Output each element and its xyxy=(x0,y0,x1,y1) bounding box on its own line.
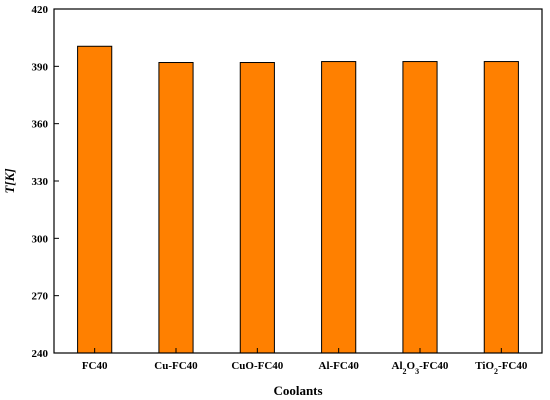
y-tick-label-3: 330 xyxy=(32,176,49,188)
x-tick-label-4: Al2O3-FC40 xyxy=(392,360,449,376)
y-tick-label-5: 390 xyxy=(32,61,49,73)
y-tick-label-2: 300 xyxy=(32,233,49,245)
x-tick-label-3: Al-FC40 xyxy=(319,360,360,372)
x-tick-label-5: TiO2-FC40 xyxy=(475,360,528,376)
axes-layer xyxy=(53,8,543,354)
y-ticks: 240 270 300 330 360 390 420 xyxy=(32,4,59,360)
bar-5 xyxy=(483,61,519,354)
y-tick-label-4: 360 xyxy=(32,119,49,131)
bar-3 xyxy=(321,61,357,354)
x-tick-label-2: CuO-FC40 xyxy=(231,360,283,372)
bar-4 xyxy=(402,61,438,354)
plot-frame xyxy=(53,8,543,354)
x-tick-label-1: Cu-FC40 xyxy=(154,360,198,372)
bar-0 xyxy=(77,45,113,354)
bar-1 xyxy=(158,62,194,354)
y-tick-label-6: 420 xyxy=(32,4,49,16)
y-axis-title: T[K] xyxy=(2,168,17,193)
x-ticks: FC40 Cu-FC40 CuO-FC40 Al-FC40 Al2O3-FC40 TiO2… xyxy=(82,348,528,376)
bar-2 xyxy=(239,62,275,354)
bars-layer xyxy=(77,45,519,354)
y-tick-label-0: 240 xyxy=(32,348,49,360)
x-axis-title: Coolants xyxy=(273,383,322,398)
y-tick-label-1: 270 xyxy=(32,291,49,303)
x-tick-label-0: FC40 xyxy=(82,360,108,372)
